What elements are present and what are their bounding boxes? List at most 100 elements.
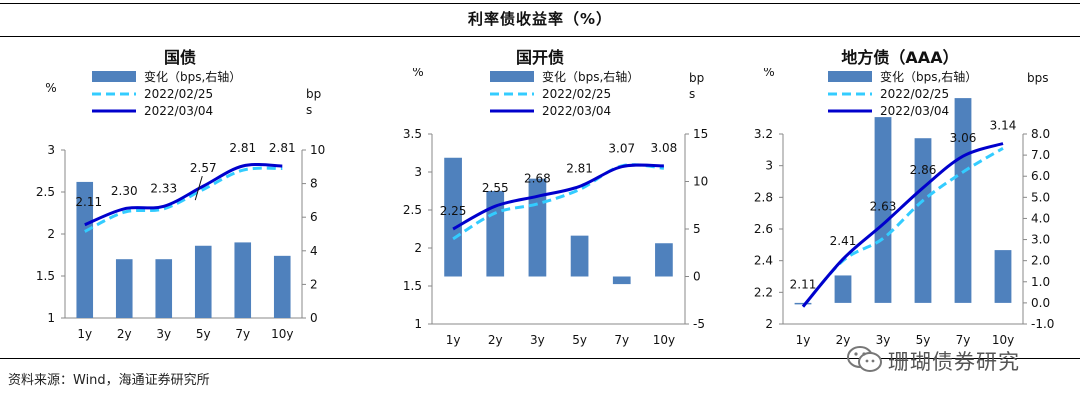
- x-tick-label: 1y: [796, 333, 811, 347]
- x-tick-label: 3y: [530, 333, 545, 347]
- watermark: 珊瑚债券研究: [826, 344, 1076, 378]
- change-bar: [234, 242, 252, 318]
- change-bar: [155, 259, 173, 318]
- right-tick-label: 8.0: [1031, 127, 1050, 141]
- change-bar: [874, 117, 892, 303]
- left-tick-label: 3: [414, 165, 422, 179]
- data-label: 2.81: [269, 141, 296, 155]
- x-tick-label: 7y: [235, 327, 250, 341]
- right-tick-label: 4.0: [1031, 211, 1050, 225]
- title-rule: [0, 36, 1080, 37]
- x-tick-label: 5y: [572, 333, 587, 347]
- data-label: 2.63: [870, 199, 897, 213]
- top-rule: [0, 3, 1080, 4]
- change-bar: [834, 275, 852, 303]
- change-bar: [914, 138, 932, 303]
- left-axis-unit: %: [412, 68, 423, 79]
- change-bar: [655, 243, 673, 277]
- x-tick-label: 2y: [117, 327, 132, 341]
- x-tick-label: 5y: [916, 333, 931, 347]
- chart-local-gov: % bps 2 2.2 2.4 2.6 2.8 3 3.2 -1.0 0.0 1.0 2.0 3.0 4.0…: [754, 68, 1055, 347]
- change-bar: [76, 181, 94, 318]
- right-tick-label: 0: [693, 270, 701, 284]
- legend-label-curr: 2022/03/04: [542, 104, 611, 118]
- x-tick-label: 2y: [836, 333, 851, 347]
- left-axis-unit: %: [45, 81, 56, 95]
- x-tick-label: 10y: [653, 333, 675, 347]
- right-tick-label: 0: [310, 311, 318, 325]
- legend-label-bar: 变化（bps,右轴）: [880, 69, 977, 84]
- panel-title-cdb: 国开债: [515, 48, 564, 67]
- left-tick-label: 2.5: [36, 185, 55, 199]
- data-label: 2.81: [566, 161, 593, 175]
- change-bar: [194, 245, 212, 318]
- data-label: 3.06: [950, 131, 977, 145]
- legend-label-prev: 2022/02/25: [880, 87, 949, 101]
- change-bar: [273, 255, 291, 318]
- series-line-2022-03-04: [84, 163, 283, 227]
- change-bar: [528, 178, 547, 277]
- chart-cdb: % bp s 1 1.5 2 2.5 3 3.5 -5 0 5 10 15 1y 2y 3y 5y 7y 10y 2.2…: [403, 68, 708, 347]
- panel-title-treasury: 国债: [163, 48, 196, 67]
- legend-swatch-bar: [828, 71, 872, 82]
- left-tick-label: 3: [765, 159, 773, 173]
- change-bar: [794, 302, 812, 305]
- right-tick-label: 6.0: [1031, 169, 1050, 183]
- right-tick-label: 5.0: [1031, 190, 1050, 204]
- bottom-rule: [0, 358, 1080, 359]
- panel-title-local-gov: 地方债（AAA）: [841, 48, 959, 67]
- source-note: 资料来源：Wind，海通证券研究所: [8, 373, 210, 388]
- x-tick-label: 10y: [992, 333, 1014, 347]
- left-tick-label: 1.5: [36, 269, 55, 283]
- right-axis-unit: bps: [1027, 71, 1049, 85]
- right-tick-label: 10: [310, 143, 325, 157]
- change-bar: [486, 191, 505, 277]
- data-label: 3.14: [990, 119, 1017, 133]
- x-tick-label: 2y: [488, 333, 503, 347]
- data-label: 2.81: [229, 141, 256, 155]
- left-tick-label: 2: [47, 227, 55, 241]
- right-tick-label: 0.0: [1031, 296, 1050, 310]
- right-tick-label: 10: [693, 175, 708, 189]
- right-tick-label: 5: [693, 222, 701, 236]
- data-label: 2.25: [440, 204, 467, 218]
- data-label: 2.33: [150, 181, 177, 195]
- data-label: 3.08: [651, 141, 678, 155]
- x-tick-label: 10y: [271, 327, 293, 341]
- x-tick-label: 7y: [956, 333, 971, 347]
- left-tick-label: 2.6: [754, 222, 773, 236]
- watermark-text: 珊瑚债券研究: [888, 350, 1020, 374]
- left-tick-label: 2.2: [754, 285, 773, 299]
- data-label: 2.30: [111, 184, 138, 198]
- right-tick-label: 4: [310, 244, 318, 258]
- left-tick-label: 2: [765, 317, 773, 331]
- series-line-2022-03-04: [801, 142, 1004, 308]
- legend-swatch-bar: [490, 71, 534, 82]
- left-tick-label: 2.5: [403, 203, 422, 217]
- legend-label-curr: 2022/03/04: [880, 104, 949, 118]
- data-label: 2.57: [190, 161, 217, 175]
- series-line-2022-02-25: [801, 147, 1004, 308]
- series-line-2022-03-04: [452, 163, 664, 231]
- left-tick-label: 3.2: [754, 127, 773, 141]
- left-tick-label: 3: [47, 143, 55, 157]
- left-tick-label: 3.5: [403, 127, 422, 141]
- right-tick-label: 2.0: [1031, 254, 1050, 268]
- change-bar: [115, 259, 133, 318]
- data-label: 2.68: [524, 171, 551, 185]
- data-label: 2.11: [790, 278, 817, 292]
- data-label: 2.11: [75, 195, 102, 209]
- left-tick-label: 2: [414, 241, 422, 255]
- right-tick-label: 6: [310, 210, 318, 224]
- left-tick-label: 1: [47, 311, 55, 325]
- right-tick-label: -5: [693, 317, 705, 331]
- legend-label-curr: 2022/03/04: [144, 104, 213, 118]
- legend-label-bar: 变化（bps,右轴）: [542, 69, 639, 84]
- left-tick-label: 1: [414, 317, 422, 331]
- legend-label-bar: 变化（bps,右轴）: [144, 69, 241, 84]
- change-bar: [954, 98, 972, 303]
- left-tick-label: 2.8: [754, 190, 773, 204]
- right-tick-label: 2: [310, 277, 318, 291]
